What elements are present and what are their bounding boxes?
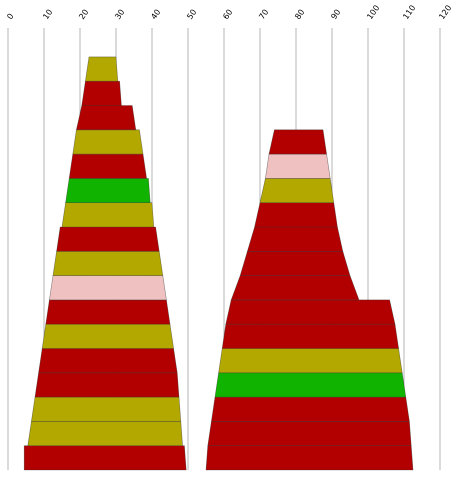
shape-2-band-14 <box>268 129 327 155</box>
shape-1-band-15 <box>76 105 137 131</box>
shape-1-band-5 <box>38 348 178 374</box>
shape-2-band-11 <box>254 202 338 228</box>
x-tick-label: 110 <box>401 3 417 21</box>
shape-1-band-11 <box>61 202 155 228</box>
shape-1-band-9 <box>52 251 164 276</box>
shape-1-band-6 <box>41 323 174 349</box>
shape-1-band-14 <box>72 129 144 155</box>
shape-1-band-4 <box>34 372 180 398</box>
shape-1-band-13 <box>68 153 147 179</box>
shape-2-band-13 <box>265 153 331 179</box>
x-tick-label: 60 <box>221 8 234 22</box>
x-tick-label: 70 <box>257 8 270 22</box>
shape-1-band-3 <box>31 396 182 422</box>
shape-2-band-3 <box>211 396 410 422</box>
x-tick-label: 30 <box>113 8 126 22</box>
x-tick-label: 90 <box>329 8 342 22</box>
shape-2-band-8 <box>230 275 360 301</box>
x-tick-label: 40 <box>149 8 162 22</box>
x-tick-label: 100 <box>365 3 381 21</box>
shape-2-band-5 <box>218 348 403 374</box>
x-tick-label: 120 <box>437 3 452 21</box>
shape-2-band-4 <box>214 372 407 398</box>
shape-2-band-7 <box>225 299 396 325</box>
shape-2-band-12 <box>259 178 335 203</box>
shape-2-band-2 <box>207 421 412 447</box>
x-tick-label: 10 <box>41 8 54 22</box>
stacked-shapes <box>23 56 414 471</box>
x-tick-label: 50 <box>185 8 198 22</box>
x-tick-label: 20 <box>77 8 90 22</box>
x-tick-label: 80 <box>293 8 306 22</box>
shape-1-band-16 <box>81 80 122 106</box>
shape-1-band-10 <box>56 226 160 252</box>
shape-1-band-7 <box>45 299 171 325</box>
x-tick-label: 0 <box>5 12 15 21</box>
shape-2-band-9 <box>239 251 351 276</box>
shape-1-band-12 <box>65 178 151 203</box>
shape-1-band-17 <box>85 56 119 82</box>
shape-2-band-1 <box>205 445 414 471</box>
x-tick-labels: 0 10 20 30 40 50 60 70 80 90 100 110 120 <box>5 3 452 21</box>
shape-1-band-8 <box>49 275 167 301</box>
shape-2-band-6 <box>221 323 399 349</box>
shape-2-band-10 <box>246 226 344 252</box>
shape-1-band-1 <box>23 445 187 471</box>
shape-1-band-2 <box>27 421 183 447</box>
